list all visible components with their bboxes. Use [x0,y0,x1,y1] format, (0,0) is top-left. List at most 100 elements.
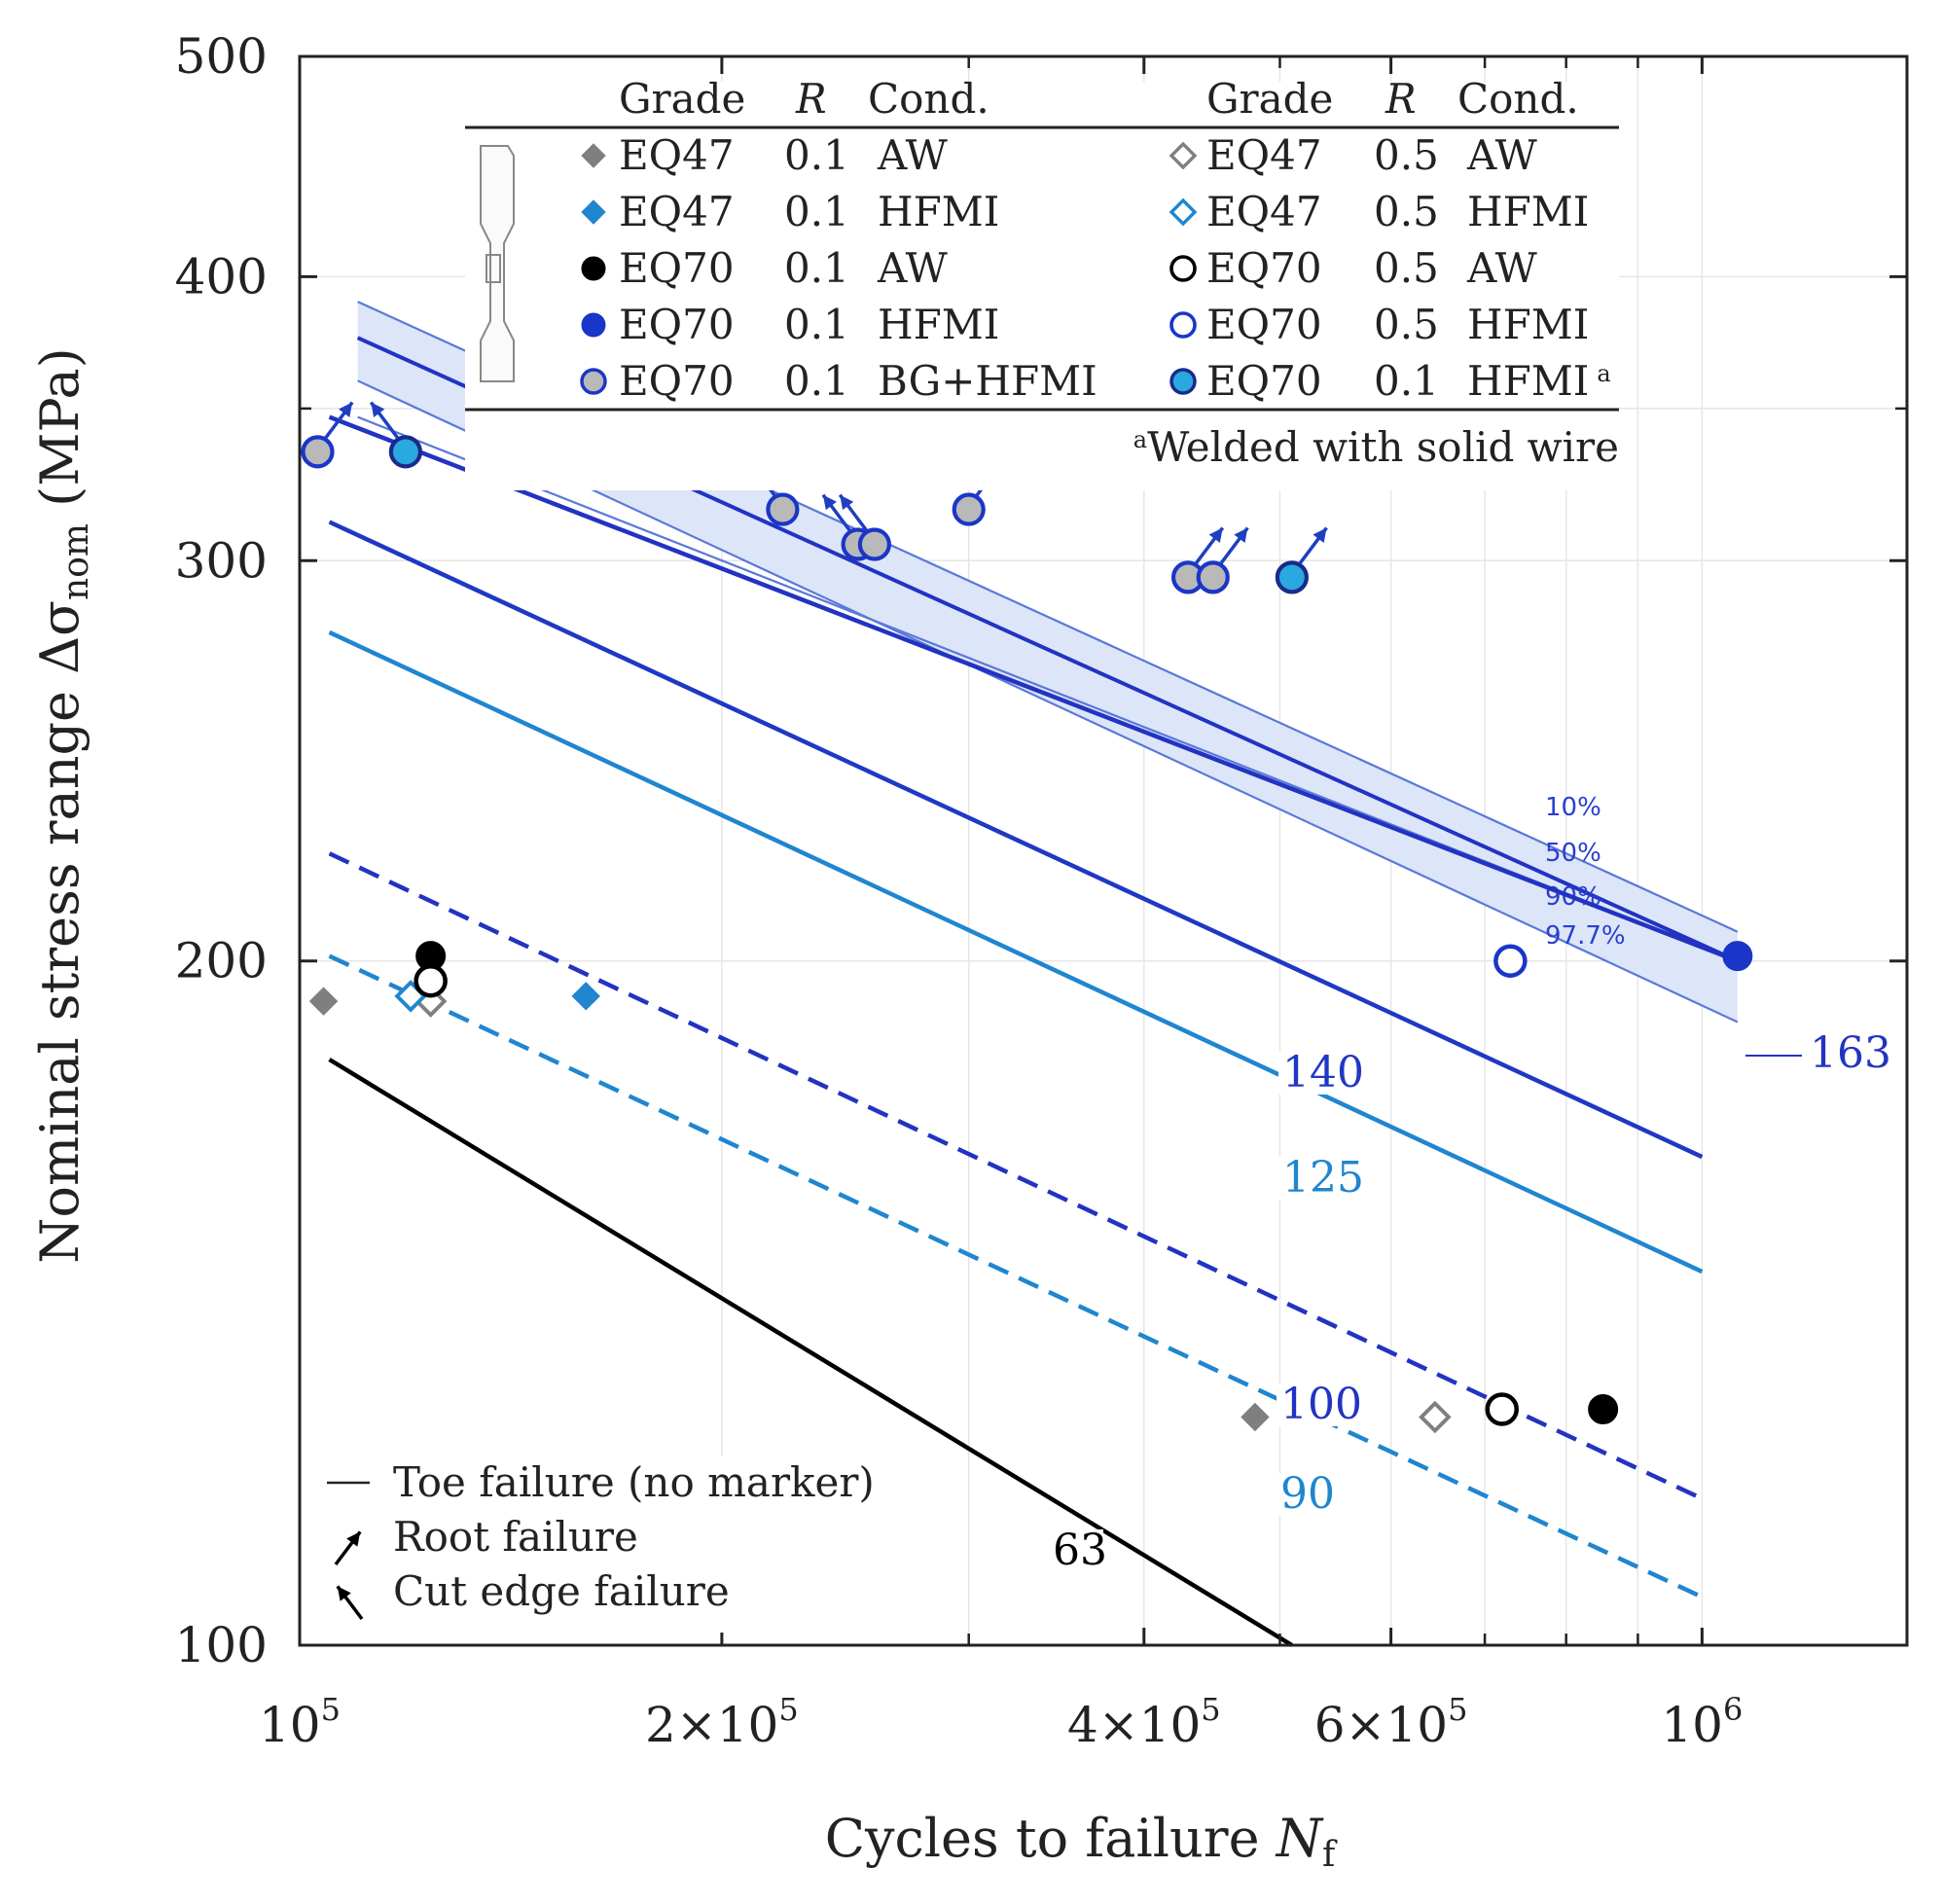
plot-frame [298,54,1909,1647]
legend-cond: AW [1466,131,1538,179]
legend-r: 0.5 [1374,131,1439,179]
specimen-weld-icon [486,254,501,283]
band-percent-label: 10% [1545,793,1601,822]
failure-arrow-root-head [339,402,353,417]
sn-line-140 [328,520,1704,1160]
legend-grade: EQ47 [619,188,735,235]
failure-key-label-root: Root failure [393,1513,638,1561]
legend-marker [581,312,606,338]
failure-arrow-cut-head [371,402,385,417]
legend-grade: EQ47 [1206,188,1322,235]
data-point-eq70-aw [414,963,448,998]
legend-r: 0.1 [1374,357,1439,405]
legend-footnote: aWelded with solid wire [1133,423,1619,471]
data-point-eq70-hfmi [1275,560,1309,594]
x-tick-label: 105 [259,1691,341,1753]
legend-cond: HFMI [878,301,999,348]
fat-label-bg [1278,1052,1356,1095]
data-point-eq70-hfmi [1493,944,1528,978]
y-axis-title: Nominal stress range Δσnom (MPa) [29,347,96,1263]
data-point-eq47-aw [308,987,339,1016]
legend-grade: EQ70 [619,244,735,292]
legend-marker [1169,368,1197,395]
plot-frame-rect [298,54,1909,1647]
fat-label-bg [1277,1473,1331,1516]
legend-bg [465,82,1619,490]
specimen-icon [480,145,515,382]
legend-cond: BG+HFMI [878,357,1097,405]
x-tick-label: 4×105 [1067,1691,1221,1753]
legend-r: 0.1 [784,244,849,292]
failure-arrow-root-head [1208,527,1223,543]
sn-line-125 [328,629,1704,1275]
legend-cond: AW [877,244,949,292]
legend-cond: AW [877,131,949,179]
axis-ticks: 105 2×105 4×105 6×105 106 500 400 300 200 100 [175,28,1907,1753]
legend-grade: EQ70 [619,357,735,405]
sn-line-100 [328,851,1704,1501]
data-point-eq70-bghfmi [766,492,800,526]
data-point-eq70-hfmi [388,435,422,469]
legend-r: 0.1 [784,131,849,179]
data-point-eq70-hfmi [1722,941,1753,972]
failure-key-label-cut: Cut edge failure [393,1567,730,1615]
legend-marker [1169,311,1197,339]
legend-r: 0.5 [1374,244,1439,292]
root-failure-icon-head [346,1531,361,1547]
sn-line-163 [328,414,1739,963]
fat-label-100: 100 [1280,1380,1362,1429]
y-tick-label: 500 [175,28,268,85]
band-percent-label: 50% [1545,839,1601,868]
legend-marker [1169,255,1197,282]
legend-grade: EQ47 [619,131,735,179]
legend-marker [1169,198,1198,227]
legend-cond: HFMI [1467,301,1589,348]
x-axis-title: Cycles to failure Nf [825,1808,1338,1875]
data-point-eq70-bghfmi [952,492,986,526]
legend-marker [581,143,606,168]
failure-arrow-cut-head [840,494,854,511]
data-point-eq47-aw [1241,1402,1270,1432]
legend-cond: HFMI [878,188,999,235]
fat-label-163: 163 [1810,1028,1891,1078]
legend-grade: EQ70 [1206,301,1322,348]
legend-r: 0.1 [784,357,849,405]
x-tick-label: 2×105 [645,1691,799,1753]
fat-label-bg [1049,1529,1103,1572]
legend-cond: AW [1466,244,1538,292]
fat-label-63: 63 [1053,1526,1107,1575]
fat-label-90: 90 [1280,1469,1335,1519]
sn-line-90 [328,953,1704,1599]
failure-key: Toe failure (no marker) Root failure Cut e… [321,1455,878,1633]
data-point-eq70-bghfmi [301,435,335,469]
x-tick-label: 106 [1661,1691,1743,1753]
legend-header-cond: Cond. [1457,75,1579,123]
failure-arrow-root-head [1234,527,1248,543]
failure-key-bg [321,1455,878,1633]
legend-header-cond: Cond. [868,75,989,123]
legend-r: 0.5 [1374,301,1439,348]
data-point-eq70-bghfmi [1196,560,1230,594]
failure-key-label-toe: Toe failure (no marker) [393,1458,875,1506]
cut-failure-icon-head [337,1586,351,1601]
fat-label-bg [1278,1157,1356,1200]
legend-marker [581,199,606,225]
band-percent-label: 97.7% [1545,921,1626,951]
legend: Grade R Cond. EQ47 0.1 AW EQ47 0.1 HFMI EQ70 0.1 AW… [465,75,1619,490]
y-tick-label: 100 [175,1617,268,1673]
y-tick-label: 400 [175,248,268,305]
data-point-eq70-aw [1588,1393,1619,1424]
legend-header-r: R [1385,75,1417,123]
fat-label-125: 125 [1282,1153,1364,1203]
data-point-eq70-bghfmi [857,527,891,561]
legend-marker [1169,141,1198,170]
legend-marker [580,368,607,395]
legend-grade: EQ70 [1206,357,1322,405]
sn-line-63 [328,1058,1294,1647]
legend-header-grade: Grade [619,75,745,123]
legend-grade: EQ70 [619,301,735,348]
legend-r: 0.1 [784,301,849,348]
fat-label-bg [1277,1383,1354,1426]
